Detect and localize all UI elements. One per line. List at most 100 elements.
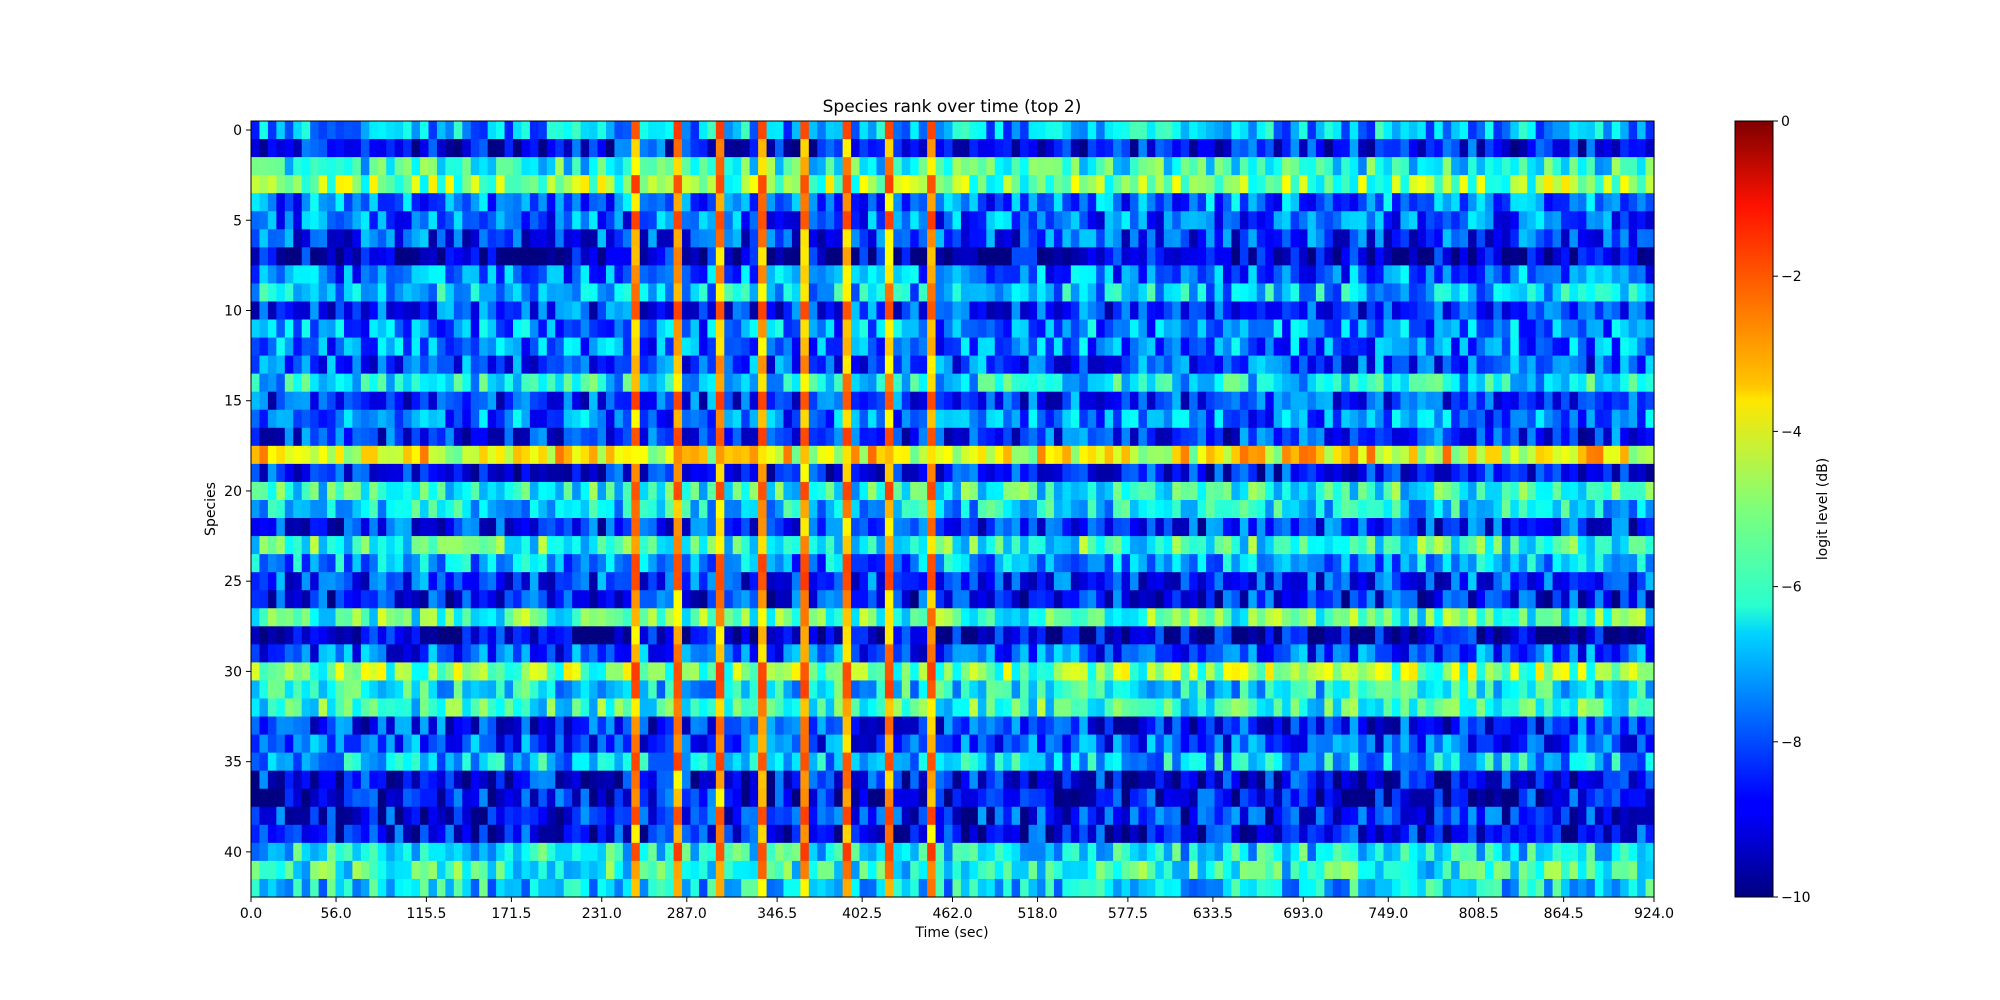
heatmap-cell [310, 752, 320, 772]
heatmap-cell [301, 175, 311, 194]
heatmap-cell [1189, 337, 1199, 357]
heatmap-cell [360, 680, 370, 700]
heatmap-cell [834, 716, 844, 736]
heatmap-cell [420, 121, 430, 140]
heatmap-cell [910, 752, 920, 772]
heatmap-cell [504, 247, 514, 266]
heatmap-cell [284, 229, 294, 248]
heatmap-cell [352, 481, 362, 501]
heatmap-cell [876, 536, 886, 555]
heatmap-cell [403, 824, 413, 844]
heatmap-cell [251, 121, 261, 140]
heatmap-cell [901, 499, 911, 519]
heatmap-cell [276, 427, 286, 447]
heatmap-cell [1053, 193, 1063, 212]
heatmap-cell [918, 734, 928, 754]
heatmap-cell [1104, 572, 1114, 591]
heatmap-cell [1222, 247, 1233, 266]
heatmap-cell [1028, 445, 1038, 465]
heatmap-cell [724, 121, 734, 140]
heatmap-cell [1104, 139, 1114, 158]
heatmap-cell [436, 572, 446, 591]
heatmap-cell [834, 788, 844, 808]
heatmap-cell [648, 878, 658, 898]
heatmap-cell [589, 265, 599, 285]
heatmap-cell [842, 283, 852, 303]
heatmap-cell [1096, 319, 1106, 339]
heatmap-cell [834, 283, 844, 303]
heatmap-cell [622, 842, 632, 862]
heatmap-cell [1180, 644, 1190, 663]
heatmap-cell [318, 319, 328, 339]
heatmap-cell [817, 644, 827, 663]
heatmap-cell [301, 283, 311, 303]
heatmap-cell [935, 337, 945, 357]
heatmap-cell [1028, 301, 1038, 321]
heatmap-cell [259, 121, 269, 140]
heatmap-cell [698, 842, 708, 862]
heatmap-cell [360, 229, 370, 248]
heatmap-cell [614, 139, 624, 158]
heatmap-cell [1062, 806, 1072, 826]
heatmap-cell [639, 698, 649, 718]
heatmap-cell [1206, 391, 1216, 411]
heatmap-cell [1104, 752, 1114, 772]
heatmap-cell [479, 572, 489, 591]
heatmap-cell [766, 157, 776, 176]
heatmap-cell [360, 247, 370, 266]
heatmap-cell [1020, 878, 1030, 898]
heatmap-cell [310, 842, 320, 862]
heatmap-cell [1087, 608, 1097, 627]
heatmap-cell [986, 301, 996, 321]
heatmap-cell [386, 536, 396, 555]
heatmap-cell [698, 337, 708, 357]
heatmap-cell [656, 680, 666, 700]
heatmap-cell [935, 463, 945, 483]
heatmap-cell [893, 139, 903, 158]
heatmap-cell [732, 211, 742, 230]
heatmap-cell [301, 391, 311, 411]
heatmap-cell [1037, 608, 1047, 627]
heatmap-cell [538, 283, 548, 303]
heatmap-cell [513, 499, 523, 519]
heatmap-cell [741, 391, 751, 411]
heatmap-cell [589, 518, 599, 537]
heatmap-cell [639, 842, 649, 862]
heatmap-cell [1079, 734, 1089, 754]
heatmap-cell [335, 680, 345, 700]
heatmap-cell [893, 193, 903, 212]
heatmap-cell [758, 139, 768, 158]
heatmap-cell [1079, 481, 1089, 501]
heatmap-cell [546, 518, 556, 537]
heatmap-cell [251, 626, 261, 645]
heatmap-cell [276, 518, 286, 537]
heatmap-cell [1045, 734, 1055, 754]
heatmap-cell [276, 355, 286, 375]
heatmap-cell [504, 590, 514, 609]
heatmap-cell [1197, 121, 1207, 140]
heatmap-cell [479, 121, 489, 140]
heatmap-cell [673, 680, 683, 700]
heatmap-cell [1028, 157, 1038, 176]
heatmap-cell [775, 139, 785, 158]
heatmap-cell [817, 499, 827, 519]
heatmap-cell [1155, 842, 1165, 862]
heatmap-cell [1206, 572, 1216, 591]
heatmap-cell [741, 193, 751, 212]
heatmap-cell [529, 716, 539, 736]
heatmap-cell [876, 554, 886, 573]
heatmap-cell [513, 842, 523, 862]
heatmap-cell [605, 175, 616, 194]
heatmap-cell [1079, 283, 1089, 303]
heatmap-cell [1121, 878, 1131, 898]
heatmap-cell [589, 301, 599, 321]
heatmap-cell [1087, 481, 1097, 501]
heatmap-cell [994, 770, 1004, 790]
heatmap-cell [445, 752, 455, 772]
heatmap-cell [682, 211, 692, 230]
heatmap-cell [715, 355, 725, 375]
heatmap-cell [436, 211, 446, 230]
heatmap-cell [927, 644, 937, 663]
heatmap-cell [732, 788, 742, 808]
heatmap-cell [1011, 860, 1021, 880]
